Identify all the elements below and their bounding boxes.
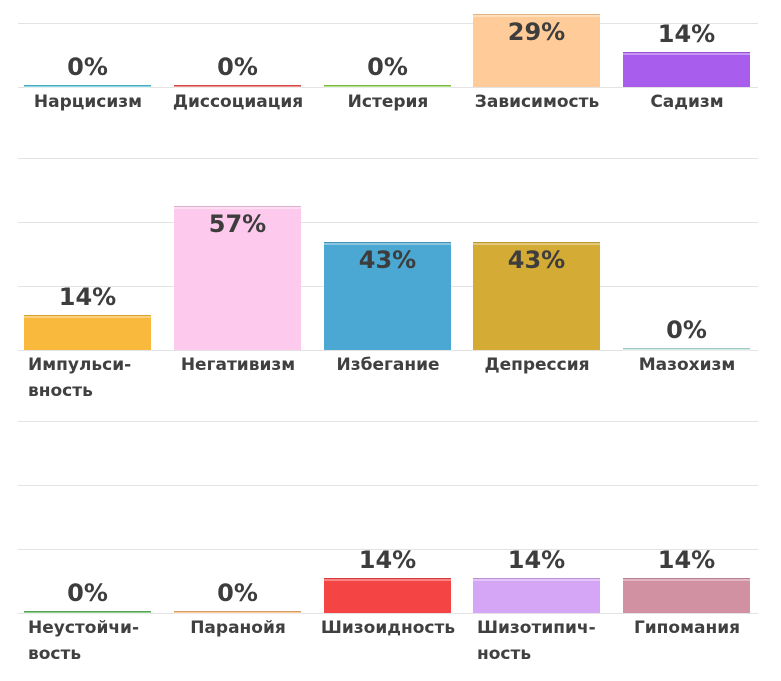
bar <box>623 348 750 351</box>
bar-value-label: 57% <box>208 210 267 238</box>
category-label: Депрессия <box>484 355 590 375</box>
category-label: Паранойя <box>190 618 286 638</box>
bar <box>24 315 151 350</box>
gridline <box>18 421 758 422</box>
bar-value-label: 0% <box>666 316 707 344</box>
category-label: Избегание <box>336 355 440 375</box>
bar-value-label: 0% <box>67 53 108 81</box>
category-label: Диссоциация <box>172 92 304 112</box>
bar <box>324 85 451 88</box>
bar-value-label: 14% <box>358 546 417 574</box>
gridline <box>18 350 758 351</box>
bar-value-label: 0% <box>67 579 108 607</box>
bar-value-label: 0% <box>217 579 258 607</box>
category-label: Мазохизм <box>638 355 736 375</box>
gridline <box>18 613 758 614</box>
bar <box>473 242 600 350</box>
bar <box>24 85 151 88</box>
bar <box>174 206 301 350</box>
category-label: Гипомания <box>633 618 741 638</box>
category-label: Садизм <box>650 92 724 112</box>
bar <box>324 578 451 613</box>
category-label: Истерия <box>347 92 429 112</box>
gridline <box>18 158 758 159</box>
bar-value-label: 43% <box>358 246 417 274</box>
bar-value-label: 0% <box>217 53 258 81</box>
category-label: Неустойчи- вость <box>28 618 139 664</box>
gridline <box>18 549 758 550</box>
bar <box>473 578 600 613</box>
category-label: Зависимость <box>474 92 600 112</box>
category-label: Негативизм <box>180 355 296 375</box>
bar <box>324 242 451 350</box>
bar <box>24 611 151 614</box>
bar <box>174 85 301 88</box>
category-label: Шизоидность <box>320 618 456 638</box>
category-label: Импульси- вность <box>28 355 132 401</box>
bar-value-label: 43% <box>507 246 566 274</box>
category-label: Шизотипич- ность <box>477 618 596 664</box>
bar <box>473 14 600 87</box>
category-label: Нарцисизм <box>33 92 143 112</box>
gridline <box>18 222 758 223</box>
bar-value-label: 29% <box>507 18 566 46</box>
bar-value-label: 0% <box>367 53 408 81</box>
gridline <box>18 87 758 88</box>
bar-value-label: 14% <box>58 283 117 311</box>
gridline <box>18 23 758 24</box>
bar-value-label: 14% <box>507 546 566 574</box>
bar-value-label: 14% <box>657 546 716 574</box>
bar <box>623 578 750 613</box>
bar <box>174 611 301 614</box>
bar-value-label: 14% <box>657 20 716 48</box>
gridline <box>18 485 758 486</box>
bar <box>623 52 750 87</box>
